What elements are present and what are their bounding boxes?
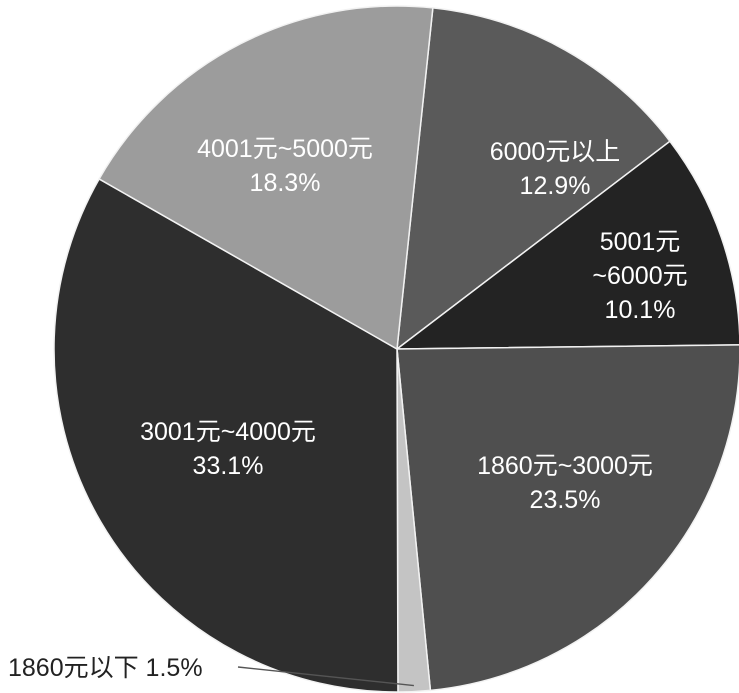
pie-slice-0 — [396, 7, 671, 351]
slice-label: 3001元~4000元 33.1% — [140, 418, 316, 480]
pie-slice-1 — [394, 140, 739, 350]
pie-slices — [53, 5, 739, 693]
pie-labels: 6000元以上 12.9% 5001元~6000元 10.1% 1860元~3000元 2… — [8, 135, 688, 687]
slice-label: 5001元~6000元 10.1% — [592, 228, 687, 324]
pie-slice-4 — [53, 177, 399, 693]
leader-line — [237, 666, 414, 687]
slice-label: 4001元~5000元 18.3% — [197, 135, 373, 197]
slice-label: 6000元以上 12.9% — [490, 138, 621, 200]
pie-slice-2 — [396, 344, 739, 692]
slice-label: 1860元~3000元 23.5% — [477, 452, 653, 514]
slice-label-external: 1860元以下 1.5% — [8, 654, 203, 682]
pie-slice-5 — [98, 5, 434, 351]
